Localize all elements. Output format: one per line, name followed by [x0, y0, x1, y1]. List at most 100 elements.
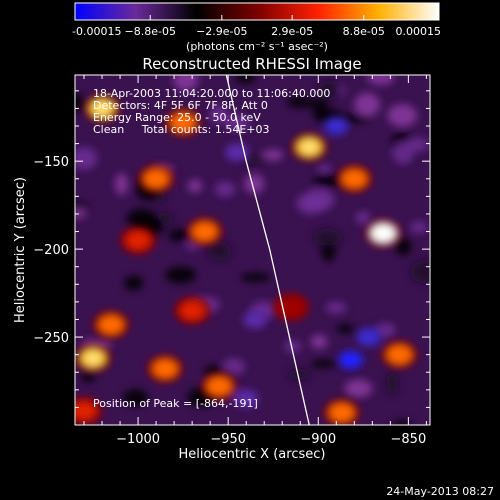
heatmap-texture-blob — [387, 104, 418, 127]
heatmap-source — [279, 298, 304, 317]
heatmap-texture-blob — [410, 259, 430, 284]
annotation-time-range: 18-Apr-2003 11:04:20.000 to 11:06:40.000 — [93, 87, 330, 100]
heatmap-source-core — [303, 142, 316, 153]
heatmap-texture-blob — [316, 80, 341, 101]
heatmap-source — [342, 169, 367, 188]
heatmap-source — [329, 403, 354, 422]
heatmap-texture-blob — [311, 359, 336, 368]
heatmap-texture-blob — [354, 92, 380, 117]
colorbar-tick-label: −2.9e-05 — [196, 25, 247, 38]
heatmap-source-core — [87, 353, 100, 364]
heatmap-texture-blob — [75, 147, 98, 170]
colorbar-tick-label: 0.00015 — [396, 25, 442, 38]
x-tick-label: −950 — [210, 432, 246, 447]
heatmap-texture-blob — [123, 389, 149, 407]
heatmap-texture-blob — [222, 358, 245, 376]
x-axis-ticks — [83, 75, 427, 425]
heatmap-source — [207, 377, 232, 396]
y-tick-label: −150 — [33, 155, 69, 170]
heatmap-source — [387, 345, 412, 364]
heatmap-texture-blob — [126, 208, 157, 230]
x-tick-label: −850 — [391, 432, 427, 447]
heatmap-texture-blob — [209, 105, 229, 124]
heatmap-texture-blob — [312, 99, 330, 123]
y-axis-label: Heliocentric Y (arcsec) — [13, 177, 28, 323]
heatmap-texture-blob — [284, 340, 302, 353]
heatmap-texture-blob — [286, 96, 317, 108]
heatmap-texture-blob — [173, 75, 198, 92]
y-tick-label: −250 — [33, 331, 69, 346]
heatmap-source-core — [96, 103, 109, 114]
colorbar — [74, 2, 440, 21]
heatmap — [75, 75, 430, 425]
heatmap-texture-blob — [374, 323, 396, 338]
colorbar-tick-label: −8.8e-05 — [125, 25, 176, 38]
heatmap-texture-blob — [207, 241, 232, 261]
heatmap-source — [126, 231, 151, 250]
heatmap-texture-blob — [391, 420, 412, 425]
heatmap-source — [180, 301, 205, 320]
heatmap-negative-source — [324, 117, 349, 136]
heatmap-texture-blob — [75, 92, 84, 113]
colorbar-ticks — [74, 15, 440, 20]
heatmap-source — [75, 401, 97, 420]
heatmap-texture-blob — [241, 155, 269, 165]
colorbar-tick-label: 2.9e-05 — [271, 25, 313, 38]
chart-title: Reconstructed RHESSI Image — [142, 55, 361, 73]
peak-position-label: Position of Peak = [-864,-191] — [93, 397, 258, 410]
heatmap-texture-blob — [325, 302, 347, 314]
plot-frame — [74, 74, 431, 426]
heatmap-texture-blob — [115, 173, 128, 196]
heatmap-texture-blob — [386, 372, 399, 395]
footer-timestamp: 24-May-2013 08:27 — [386, 485, 494, 498]
heatmap-texture-blob — [313, 172, 340, 189]
heatmap-texture-blob — [367, 75, 395, 85]
heatmap-texture-blob — [317, 163, 332, 173]
solar-limb-curve — [225, 75, 310, 425]
heatmap-texture-blob — [235, 75, 256, 84]
heatmap-source — [99, 315, 124, 334]
colorbar-tick-label: 8.8e-05 — [343, 25, 385, 38]
x-tick-label: −1000 — [116, 432, 160, 447]
heatmap-source — [171, 113, 196, 132]
heatmap-texture-blob — [410, 221, 428, 233]
heatmap-source-core — [377, 228, 390, 239]
x-axis-label: Heliocentric X (arcsec) — [179, 447, 326, 462]
heatmap-texture-blob — [81, 372, 96, 383]
heatmap-negative-source — [234, 389, 259, 408]
heatmap-texture-blob — [395, 238, 412, 256]
x-axis-tick-labels: −1000 −950 −900 −850 — [116, 432, 426, 447]
heatmap-negative-source — [243, 310, 268, 329]
heatmap-negative-source — [356, 328, 381, 347]
heatmap-texture-blob — [344, 379, 373, 398]
heatmap-texture-blob — [296, 192, 326, 215]
y-axis-ticks — [75, 90, 430, 426]
x-tick-label: −900 — [300, 432, 336, 447]
y-tick-label: −200 — [33, 243, 69, 258]
heatmap-source — [153, 359, 178, 378]
heatmap-texture-blob — [215, 181, 235, 197]
heatmap-negative-source — [338, 350, 363, 369]
y-axis-tick-labels: −250 −200 −150 — [33, 155, 69, 346]
heatmap-texture-blob — [262, 149, 284, 161]
colorbar-tick-label: -0.00015 — [72, 25, 121, 38]
heatmap-texture-blob — [355, 211, 371, 225]
colorbar-unit-label: (photons cm⁻² s⁻¹ asec⁻²) — [186, 40, 328, 53]
annotation-total-counts: Clean Total counts: 1.54E+03 — [93, 123, 270, 136]
heatmap-texture-blob — [187, 179, 203, 193]
annotation-energy-range: Energy Range: 25.0 - 50.0 keV — [93, 111, 261, 124]
annotation-detectors: Detectors: 4F 5F 6F 7F 8F, Att 0 — [93, 99, 268, 112]
heatmap-texture-blob — [244, 174, 265, 194]
heatmap-source — [192, 222, 217, 241]
heatmap-texture-blob — [75, 208, 87, 219]
heatmap-texture-blob — [312, 228, 343, 246]
heatmap-source — [144, 169, 169, 188]
heatmap-texture-blob — [404, 137, 429, 152]
colorbar-tick-labels: -0.00015 −8.8e-05 −2.9e-05 2.9e-05 8.8e-05 0.… — [72, 25, 441, 38]
heatmap-texture-blob — [240, 273, 271, 282]
heatmap-texture-blob — [336, 323, 354, 334]
heatmap-texture-blob — [165, 266, 197, 284]
heatmap-texture-blob — [124, 275, 144, 291]
heatmap-texture-blob — [287, 369, 312, 380]
